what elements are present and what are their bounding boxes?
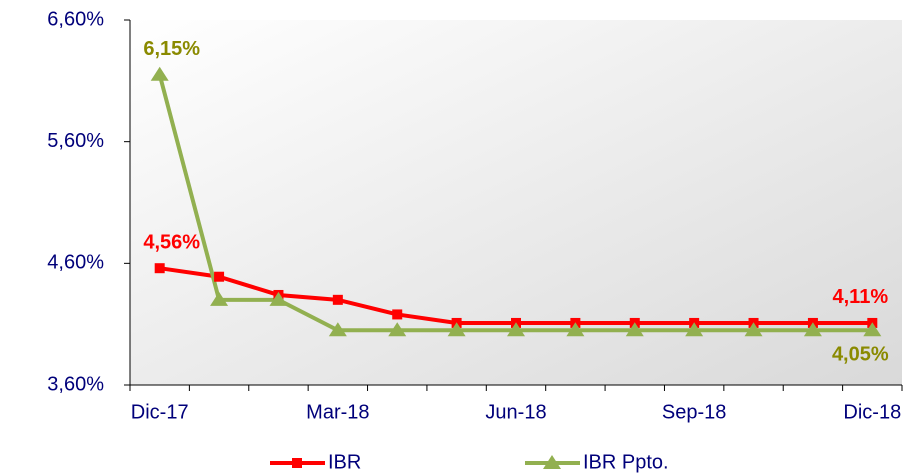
series-marker: [332, 294, 343, 305]
x-tick-label: Mar-18: [306, 401, 369, 423]
data-label: 4,56%: [143, 231, 200, 253]
series-marker: [210, 291, 229, 306]
x-tick-label: Sep-18: [662, 401, 727, 423]
series-marker: [388, 322, 407, 337]
series-marker: [744, 322, 763, 337]
series-marker: [214, 271, 225, 282]
legend-label: IBR: [328, 451, 361, 473]
series-marker: [566, 322, 585, 337]
y-tick-label: 4,60%: [47, 252, 104, 274]
series-marker: [803, 322, 822, 337]
series-marker: [150, 66, 169, 81]
series-marker: [507, 322, 525, 337]
series-marker: [328, 322, 347, 337]
series-marker: [685, 322, 704, 337]
y-tick-label: 3,60%: [47, 373, 104, 395]
series-marker: [447, 322, 466, 337]
x-tick-label: Dic-18: [843, 401, 901, 423]
series-marker: [154, 263, 165, 274]
legend-marker: [292, 458, 302, 468]
legend-marker: [543, 455, 561, 469]
data-label: 6,15%: [143, 38, 200, 60]
y-tick-label: 6,60%: [47, 8, 104, 30]
y-tick-label: 5,60%: [47, 130, 104, 152]
x-tick-label: Dic-17: [131, 401, 189, 423]
series-marker: [625, 322, 644, 337]
series-marker: [269, 291, 288, 306]
data-label: 4,11%: [833, 286, 889, 308]
series-marker: [392, 309, 403, 320]
series-marker: [863, 322, 882, 337]
data-label: 4,05%: [832, 344, 889, 366]
legend-label: IBR Ppto.: [583, 451, 669, 473]
x-tick-label: Jun-18: [485, 401, 546, 423]
